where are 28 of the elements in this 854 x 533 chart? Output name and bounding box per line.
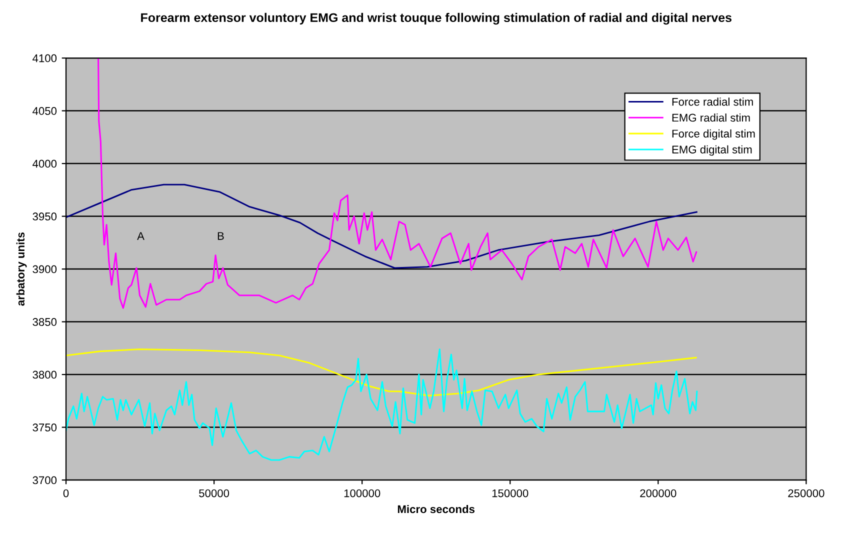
y-tick-label: 3950	[32, 212, 57, 220]
line-series	[98, 58, 698, 309]
y-tick-label: 3850	[32, 318, 57, 326]
x-tick-label: 200000	[640, 489, 676, 498]
y-tick-label: 3800	[32, 370, 57, 379]
line-series	[66, 184, 698, 269]
y-tick-label: 3900	[32, 265, 57, 274]
x-tick-label: 150000	[492, 489, 528, 498]
x-tick-label: 100000	[344, 489, 380, 498]
x-axis-title: Micro seconds	[398, 504, 475, 514]
legend-label: Force radial stim	[672, 98, 753, 106]
x-tick-label: 250000	[788, 489, 824, 498]
y-tick-label: 3700	[32, 476, 57, 484]
legend-label: Force digital stim	[672, 129, 755, 140]
annotation: B	[218, 232, 224, 240]
annotation: A	[137, 232, 144, 240]
line-series	[66, 348, 697, 396]
x-tick-label: 50000	[199, 489, 230, 498]
legend-label: EMG digital stim	[672, 145, 752, 156]
y-tick-label: 4050	[32, 107, 57, 115]
y-tick-label: 3750	[32, 424, 57, 432]
line-series	[66, 348, 698, 461]
legend-label: EMG radial stim	[672, 113, 750, 122]
x-tick-label: 0	[63, 489, 69, 498]
chart-title: Forearm extensor voluntory EMG and wrist touque following stimulation of radial and digital nerves	[141, 12, 732, 25]
y-tick-label: 4000	[32, 160, 57, 168]
y-axis-title: arbatory units	[16, 232, 27, 306]
y-tick-label: 4100	[32, 54, 57, 62]
